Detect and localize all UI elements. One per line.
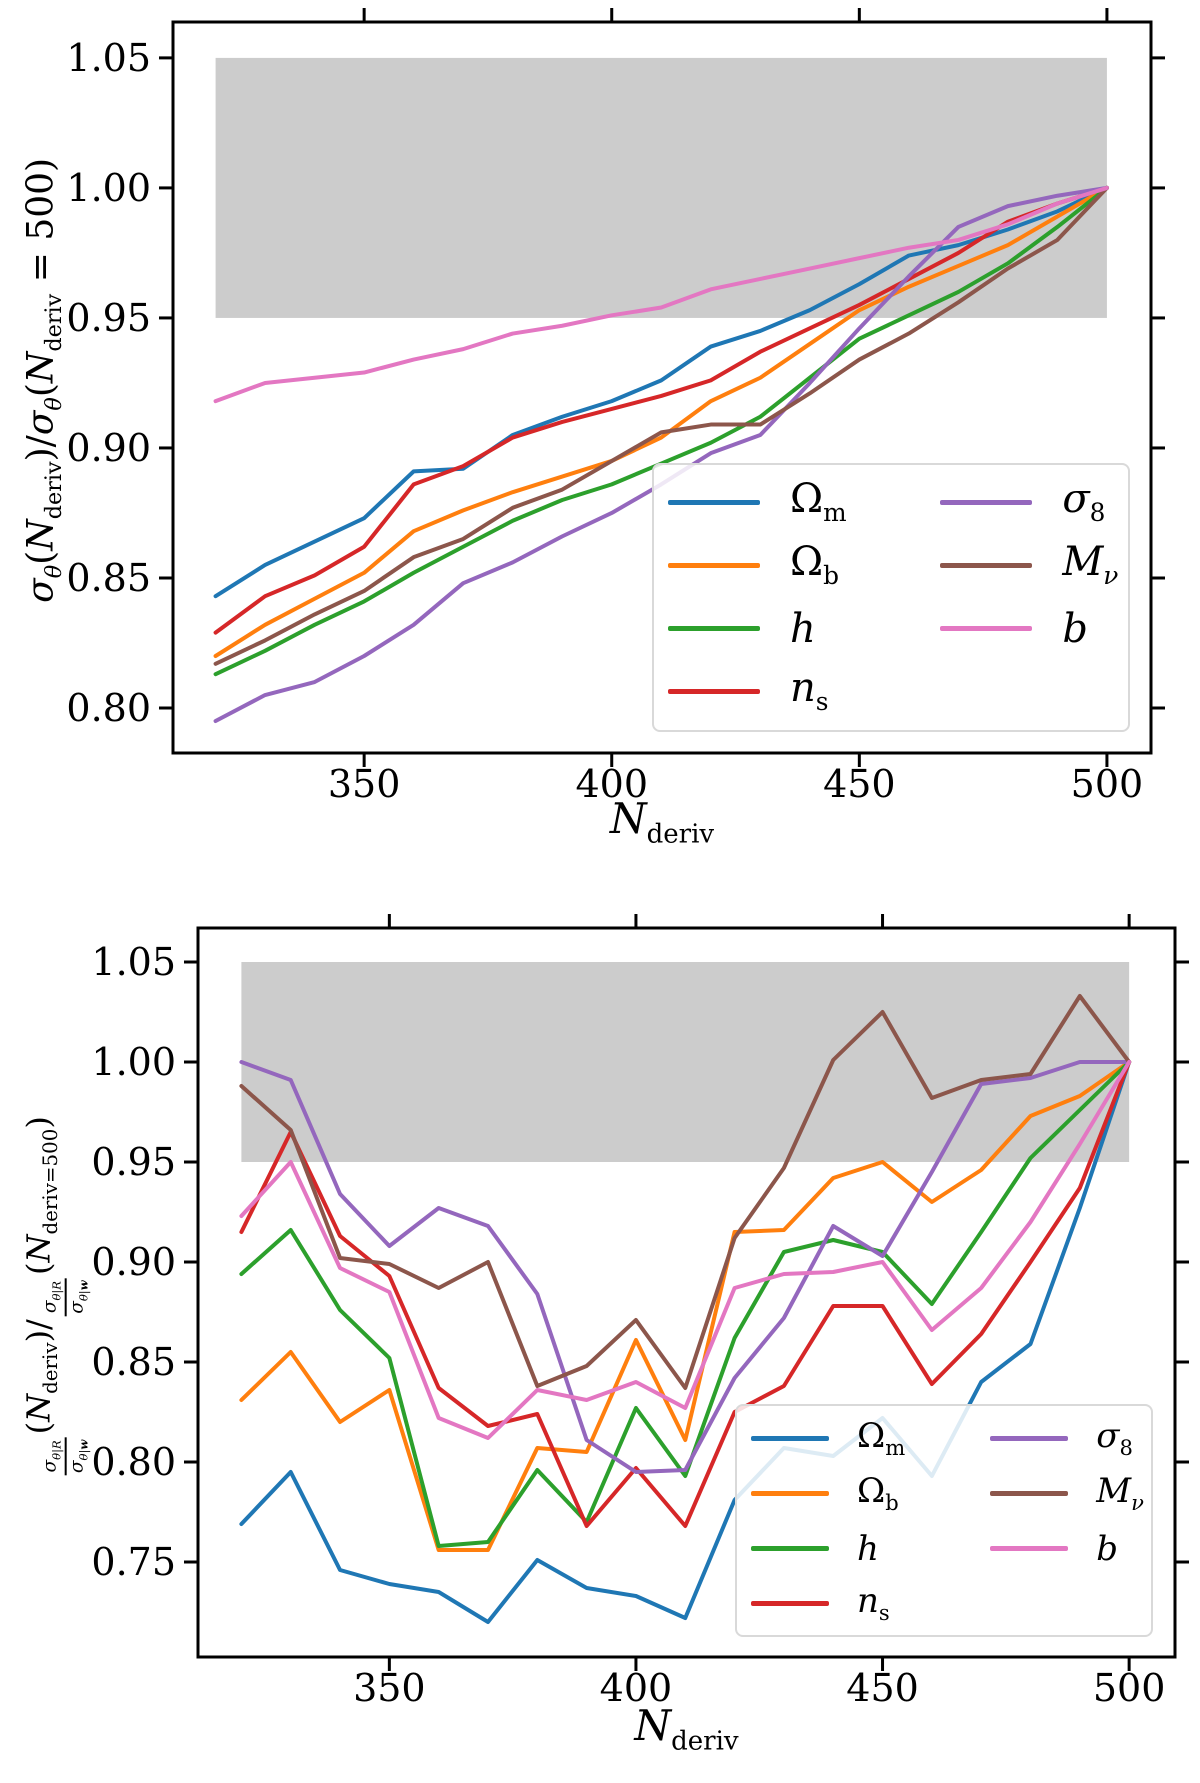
legend-item-h: h bbox=[668, 609, 856, 649]
bottom-plot-xtick-label: 500 bbox=[1092, 1666, 1166, 1710]
legend-swatch-sigma_8 bbox=[990, 1436, 1069, 1441]
bottom-plot-line-h bbox=[239, 1060, 1132, 1548]
top-plot-ytick-label: 0.95 bbox=[66, 295, 151, 340]
legend-label-Omega_m: Ωm bbox=[790, 476, 847, 528]
legend-swatch-h bbox=[668, 626, 760, 631]
legend-swatch-sigma_8 bbox=[940, 499, 1033, 505]
legend-swatch-n_s bbox=[751, 1601, 829, 1606]
bottom-plot-line-M_nu bbox=[239, 994, 1132, 1390]
bottom-plot-ytick-label: 0.85 bbox=[91, 1340, 176, 1384]
legend-item-b: b bbox=[940, 609, 1128, 649]
legend-swatch-M_nu bbox=[990, 1491, 1069, 1496]
bottom-plot-ytick-label: 0.75 bbox=[91, 1540, 176, 1584]
legend-item-n_s: ns bbox=[751, 1584, 912, 1623]
legend-item-sigma_8: σ8 bbox=[990, 1419, 1151, 1458]
legend-swatch-Omega_b bbox=[668, 562, 760, 568]
top-plot-ytick-label: 1.05 bbox=[66, 35, 151, 80]
bottom-plot-line-n_s bbox=[239, 1060, 1132, 1528]
bottom-plot-frame bbox=[196, 926, 1177, 1659]
bottom-plot-ytick-label: 0.80 bbox=[91, 1440, 176, 1484]
top-plot-line-M_nu bbox=[213, 185, 1109, 666]
legend-label-M_nu: Mν bbox=[1062, 539, 1119, 591]
bottom-plot-legend: Ωm Ωb h ns σ8 Mν b bbox=[735, 1404, 1153, 1637]
legend-label-sigma_8: σ8 bbox=[1062, 476, 1106, 528]
top-plot-convergence-band bbox=[215, 57, 1107, 318]
top-plot-legend: Ωm Ωb h ns σ8 Mν b bbox=[652, 463, 1130, 732]
bottom-plot-ytick-label: 1.00 bbox=[91, 1040, 176, 1084]
legend-item-b: b bbox=[990, 1532, 1151, 1566]
legend-label-h: h bbox=[790, 605, 816, 652]
legend-label-b: b bbox=[1096, 1528, 1119, 1569]
bottom-plot-xtick-label: 450 bbox=[846, 1666, 919, 1710]
legend-swatch-Omega_m bbox=[668, 499, 760, 505]
legend-item-n_s: ns bbox=[668, 668, 856, 715]
top-plot-xtick-label: 350 bbox=[327, 762, 401, 806]
top-plot-xtick-label: 400 bbox=[575, 762, 648, 806]
bottom-plot-xlabel: Nderiv bbox=[634, 1701, 739, 1757]
bottom-plot-line-sigma_8 bbox=[239, 1060, 1132, 1474]
bottom-plot-xtick-label: 350 bbox=[353, 1666, 426, 1710]
legend-item-M_nu: Mν bbox=[940, 542, 1128, 589]
top-plot-line-Omega_b bbox=[213, 185, 1109, 659]
legend-swatch-b bbox=[940, 626, 1033, 631]
top-plot-line-Omega_m bbox=[213, 185, 1109, 599]
bottom-plot-xtick-label: 400 bbox=[599, 1666, 673, 1710]
top-plot-line-n_s bbox=[213, 185, 1109, 635]
legend-label-Omega_b: Ωb bbox=[790, 539, 840, 591]
legend-label-h: h bbox=[857, 1528, 879, 1569]
legend-label-Omega_m: Ωm bbox=[857, 1416, 906, 1460]
legend-item-Omega_b: Ωb bbox=[668, 542, 856, 589]
bottom-plot-ytick-label: 0.90 bbox=[91, 1240, 176, 1284]
top-plot-ytick-label: 1.00 bbox=[66, 165, 151, 210]
legend-swatch-b bbox=[990, 1546, 1069, 1551]
legend-swatch-M_nu bbox=[940, 562, 1033, 568]
legend-label-n_s: ns bbox=[857, 1581, 890, 1625]
bottom-plot-line-Omega_m bbox=[239, 1060, 1132, 1624]
top-plot-ytick-label: 0.80 bbox=[66, 686, 151, 730]
legend-item-h: h bbox=[751, 1532, 912, 1566]
legend-swatch-n_s bbox=[668, 688, 760, 694]
legend-item-sigma_8: σ8 bbox=[940, 479, 1128, 526]
legend-swatch-Omega_m bbox=[751, 1436, 829, 1441]
bottom-plot-ytick-label: 1.05 bbox=[91, 940, 176, 984]
legend-item-Omega_m: Ωm bbox=[751, 1419, 912, 1458]
top-plot-frame bbox=[171, 20, 1153, 755]
legend-label-sigma_8: σ8 bbox=[1096, 1416, 1133, 1460]
top-plot-xtick-label: 500 bbox=[1070, 762, 1144, 806]
top-plot-line-b bbox=[213, 185, 1109, 404]
legend-label-b: b bbox=[1062, 605, 1088, 652]
bottom-plot-ytick-label: 0.95 bbox=[91, 1140, 176, 1184]
bottom-plot-convergence-band bbox=[241, 962, 1130, 1162]
top-plot-ylabel: σθ(Nderiv)/σθ(Nderiv = 500) bbox=[20, 157, 67, 603]
bottom-plot-ylabel: σθ|R σθ|w (Nderiv)/σθ|R σθ|w (Nderiv=500) bbox=[20, 847, 90, 1747]
legend-item-Omega_m: Ωm bbox=[668, 479, 856, 526]
legend-label-M_nu: Mν bbox=[1096, 1471, 1144, 1515]
legend-label-n_s: ns bbox=[790, 665, 829, 717]
legend-item-M_nu: Mν bbox=[990, 1474, 1151, 1513]
top-plot-xlabel: Nderiv bbox=[609, 794, 715, 850]
top-plot-xtick-label: 450 bbox=[823, 762, 896, 806]
top-plot-ytick-label: 0.90 bbox=[66, 425, 151, 470]
legend-item-Omega_b: Ωb bbox=[751, 1474, 912, 1513]
legend-swatch-Omega_b bbox=[751, 1491, 829, 1496]
top-plot-ytick-label: 0.85 bbox=[66, 555, 151, 600]
legend-label-Omega_b: Ωb bbox=[857, 1471, 899, 1515]
legend-swatch-h bbox=[751, 1546, 829, 1551]
bottom-plot-line-Omega_b bbox=[239, 1060, 1132, 1552]
bottom-plot-line-b bbox=[239, 1060, 1132, 1440]
